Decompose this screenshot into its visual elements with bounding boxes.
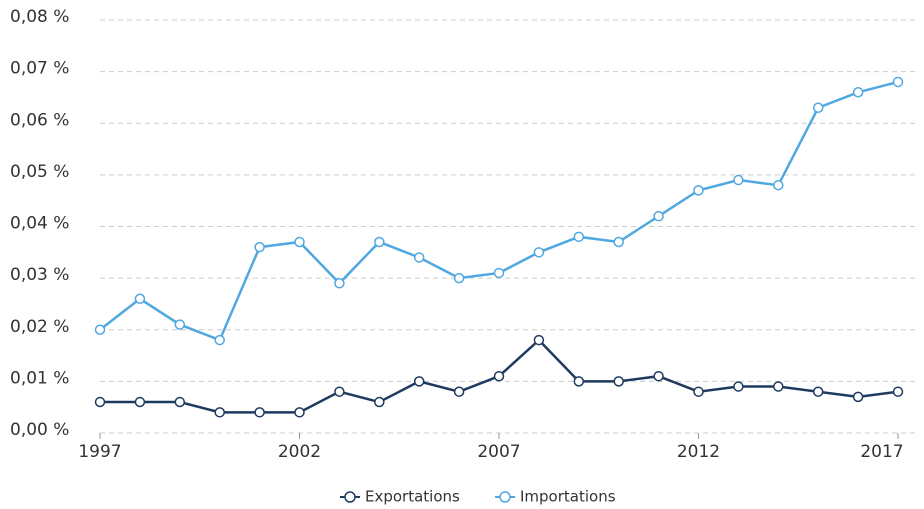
point <box>812 102 824 114</box>
point <box>693 386 704 397</box>
series-line <box>99 80 899 342</box>
point <box>573 231 585 243</box>
x-tick-label: 2002 <box>278 442 321 462</box>
point <box>294 236 305 248</box>
y-tick-label: 0,02 % <box>10 317 69 337</box>
x-tick-label: 2017 <box>860 442 903 462</box>
point <box>294 407 305 418</box>
point <box>852 391 864 403</box>
y-tick-label: 0,05 % <box>10 162 69 182</box>
point <box>374 396 385 408</box>
point <box>852 87 864 98</box>
point <box>892 386 904 397</box>
legend-label: Exportations <box>365 488 460 506</box>
point <box>653 210 664 222</box>
point <box>493 370 505 382</box>
point <box>613 236 624 248</box>
x-tick-label: 1997 <box>78 442 121 462</box>
point <box>214 407 225 418</box>
y-tick-label: 0,00 % <box>10 420 69 440</box>
point <box>693 185 704 196</box>
y-tick-label: 0,07 % <box>10 59 69 79</box>
point <box>533 334 545 346</box>
point <box>892 76 904 88</box>
point <box>174 319 186 330</box>
point <box>134 293 146 305</box>
legend-marker <box>344 491 356 503</box>
point <box>453 272 465 284</box>
point <box>493 267 505 279</box>
legend-marker <box>499 491 511 503</box>
point <box>214 334 225 346</box>
point <box>174 396 186 408</box>
point <box>413 252 425 263</box>
point <box>812 386 824 397</box>
point <box>254 407 265 418</box>
point <box>773 381 784 392</box>
y-tick-label: 0,04 % <box>10 214 69 234</box>
point <box>573 376 585 387</box>
x-tick-label: 2012 <box>677 442 720 462</box>
point <box>334 386 345 397</box>
y-tick-label: 0,01 % <box>10 368 69 388</box>
point <box>733 381 744 392</box>
y-tick-label: 0,03 % <box>10 265 69 285</box>
legend-label: Importations <box>520 488 616 506</box>
point <box>413 376 425 387</box>
point <box>773 179 784 191</box>
y-tick-label: 0,08 % <box>10 7 69 27</box>
point <box>94 324 106 335</box>
point <box>334 278 345 289</box>
point <box>254 241 265 253</box>
point <box>613 376 624 387</box>
x-tick-label: 2007 <box>477 442 520 462</box>
point <box>653 370 664 382</box>
point <box>733 174 744 186</box>
point <box>453 386 465 397</box>
y-tick-label: 0,06 % <box>10 110 69 130</box>
point <box>134 396 146 408</box>
point <box>374 236 385 248</box>
point <box>533 247 545 258</box>
point <box>94 396 106 408</box>
